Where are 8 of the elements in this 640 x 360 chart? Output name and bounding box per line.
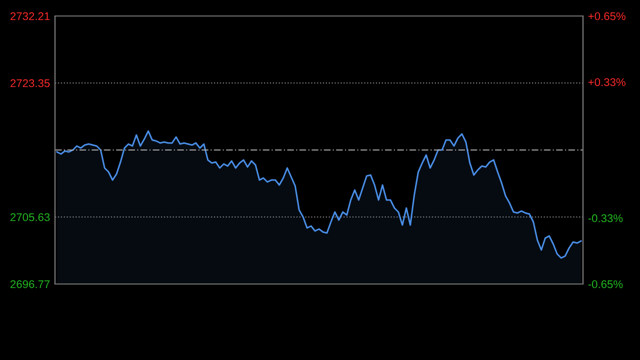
y2-tick-label: -0.65% [588,280,623,288]
y-tick-label: 2696.77 [10,280,50,288]
y2-tick-label: +0.33% [588,78,626,86]
y2-tick-label: -0.33% [588,214,623,222]
y-tick-label: 2723.35 [10,79,50,88]
y2-tick-label: +0.65% [588,12,626,20]
y-tick-label: 2705.63 [10,213,50,222]
y-tick-label: 2732.21 [10,12,50,20]
